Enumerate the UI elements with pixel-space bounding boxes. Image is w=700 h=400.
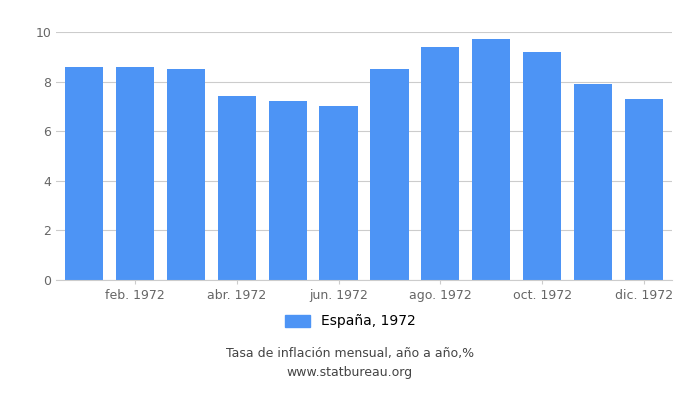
Bar xyxy=(116,67,154,280)
Bar xyxy=(473,40,510,280)
Bar xyxy=(65,67,103,280)
Bar xyxy=(523,52,561,280)
Bar xyxy=(625,99,663,280)
Legend: España, 1972: España, 1972 xyxy=(279,309,421,334)
Text: www.statbureau.org: www.statbureau.org xyxy=(287,366,413,379)
Bar xyxy=(167,69,205,280)
Bar xyxy=(574,84,612,280)
Bar xyxy=(218,96,256,280)
Bar xyxy=(269,102,307,280)
Bar xyxy=(421,47,459,280)
Bar xyxy=(319,106,358,280)
Text: Tasa de inflación mensual, año a año,%: Tasa de inflación mensual, año a año,% xyxy=(226,348,474,360)
Bar xyxy=(370,69,409,280)
